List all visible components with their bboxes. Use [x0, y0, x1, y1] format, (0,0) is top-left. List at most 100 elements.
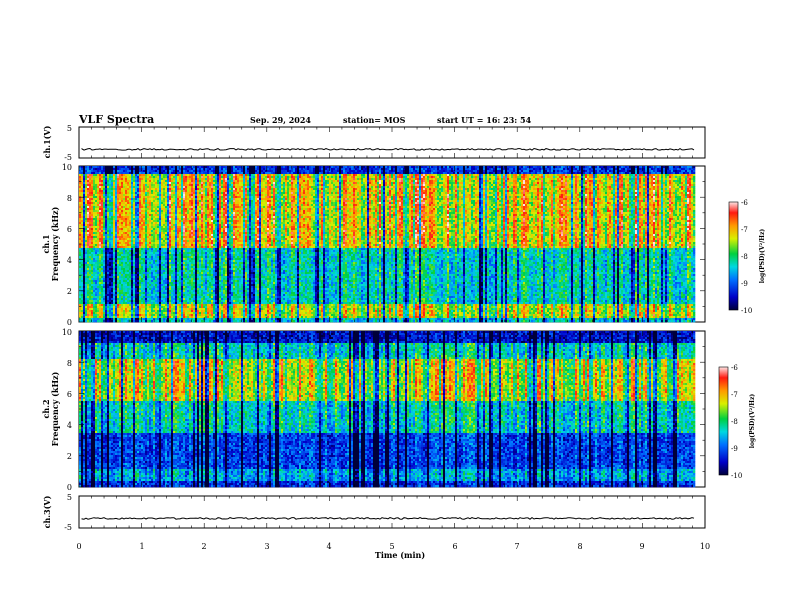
spec1-cell: [95, 320, 97, 322]
spec1-cell: [85, 220, 87, 222]
spec1-cell: [79, 212, 81, 214]
spec1-cell: [143, 196, 145, 198]
spec1-cell: [89, 296, 91, 298]
spec1-cell: [157, 218, 159, 220]
spec1-cell: [93, 194, 95, 196]
spec1-cell: [129, 184, 131, 186]
spec1-cell: [85, 214, 87, 216]
spec1-cell: [169, 312, 171, 314]
spec1-cell: [155, 320, 157, 322]
spec1-cell: [103, 316, 105, 318]
spec1-cell: [183, 170, 185, 172]
spec1-cell: [141, 278, 143, 280]
spec1-cell: [173, 296, 175, 298]
spec1-cell: [97, 268, 99, 270]
spec1-cell: [147, 300, 149, 302]
spec1-cell: [101, 178, 103, 180]
spec1-cell: [169, 200, 171, 202]
spec1-cell: [131, 244, 133, 246]
spec1-cell: [89, 310, 91, 312]
spec1-cell: [109, 168, 111, 170]
spec1-cell: [155, 208, 157, 210]
spec1-cell: [153, 214, 155, 216]
spec1-cell: [81, 256, 83, 258]
spec1-cell: [123, 242, 125, 244]
spec1-cell: [181, 204, 183, 206]
spec1-cell: [79, 178, 81, 180]
spec1-cell: [125, 176, 127, 178]
spec1-cell: [145, 198, 147, 200]
spec1-cell: [147, 168, 149, 170]
spec1-cell: [169, 278, 171, 280]
spec1-cell: [133, 262, 135, 264]
spec1-cell: [167, 266, 169, 268]
spec1-cell: [173, 206, 175, 208]
spec1-cell: [85, 240, 87, 242]
spec1-cell: [79, 182, 81, 184]
spec1-cell: [147, 172, 149, 174]
spec1-cell: [133, 242, 135, 244]
spec1-cell: [171, 168, 173, 170]
spec1-cell: [173, 234, 175, 236]
spec1-cell: [179, 248, 181, 250]
spec1-cell: [135, 262, 137, 264]
spec1-cell: [123, 312, 125, 314]
spec1-cell: [177, 254, 179, 256]
spec1-cell: [111, 238, 113, 240]
spec1-cell: [129, 202, 131, 204]
spec1-cell: [107, 222, 109, 224]
spec1-cell: [171, 190, 173, 192]
spec1-cell: [125, 254, 127, 256]
spec1-cell: [127, 252, 129, 254]
spec1-cell: [93, 290, 95, 292]
spec1-cell: [165, 238, 167, 240]
spec1-cell: [121, 192, 123, 194]
spec1-cell: [143, 206, 145, 208]
spec1-cell: [151, 212, 153, 214]
spec1-cell: [131, 276, 133, 278]
spec1-cell: [135, 176, 137, 178]
spec1-cell: [99, 266, 101, 268]
spec1-cell: [181, 236, 183, 238]
spec1-cell: [109, 248, 111, 250]
spec1-cell: [115, 256, 117, 258]
spec1-cell: [87, 188, 89, 190]
spec1-cell: [89, 204, 91, 206]
spec1-cell: [105, 232, 107, 234]
spec1-cell: [85, 226, 87, 228]
spec1-cell: [155, 180, 157, 182]
spec1-cell: [95, 182, 97, 184]
spec1-cell: [123, 288, 125, 290]
spec1-cell: [157, 202, 159, 204]
spec1-cell: [83, 294, 85, 296]
spec1-cell: [179, 216, 181, 218]
spec1-cell: [133, 306, 135, 308]
spec1-cell: [103, 198, 105, 200]
spec1-cell: [147, 304, 149, 306]
spec1-cell: [175, 188, 177, 190]
spec1-cell: [171, 236, 173, 238]
spec1-cell: [131, 172, 133, 174]
spec1-cell: [81, 172, 83, 174]
spec1-cell: [113, 232, 115, 234]
spec1-cell: [139, 218, 141, 220]
spec1-cell: [117, 306, 119, 308]
spec1-cell: [151, 240, 153, 242]
spec1-cell: [113, 230, 115, 232]
spec1-cell: [179, 228, 181, 230]
spec1-cell: [137, 186, 139, 188]
spec1-cell: [139, 234, 141, 236]
spec1-cell: [81, 250, 83, 252]
spec1-cell: [175, 310, 177, 312]
spec1-cell: [101, 200, 103, 202]
spec1-cell: [87, 196, 89, 198]
spec1-cell: [93, 284, 95, 286]
spec1-cell: [147, 204, 149, 206]
spec1-cell: [173, 318, 175, 320]
spec1-cell: [121, 294, 123, 296]
spec1-cell: [173, 238, 175, 240]
spec1-cell: [145, 190, 147, 192]
spec1-cell: [145, 300, 147, 302]
spec1-cell: [145, 192, 147, 194]
spec1-cell: [89, 200, 91, 202]
